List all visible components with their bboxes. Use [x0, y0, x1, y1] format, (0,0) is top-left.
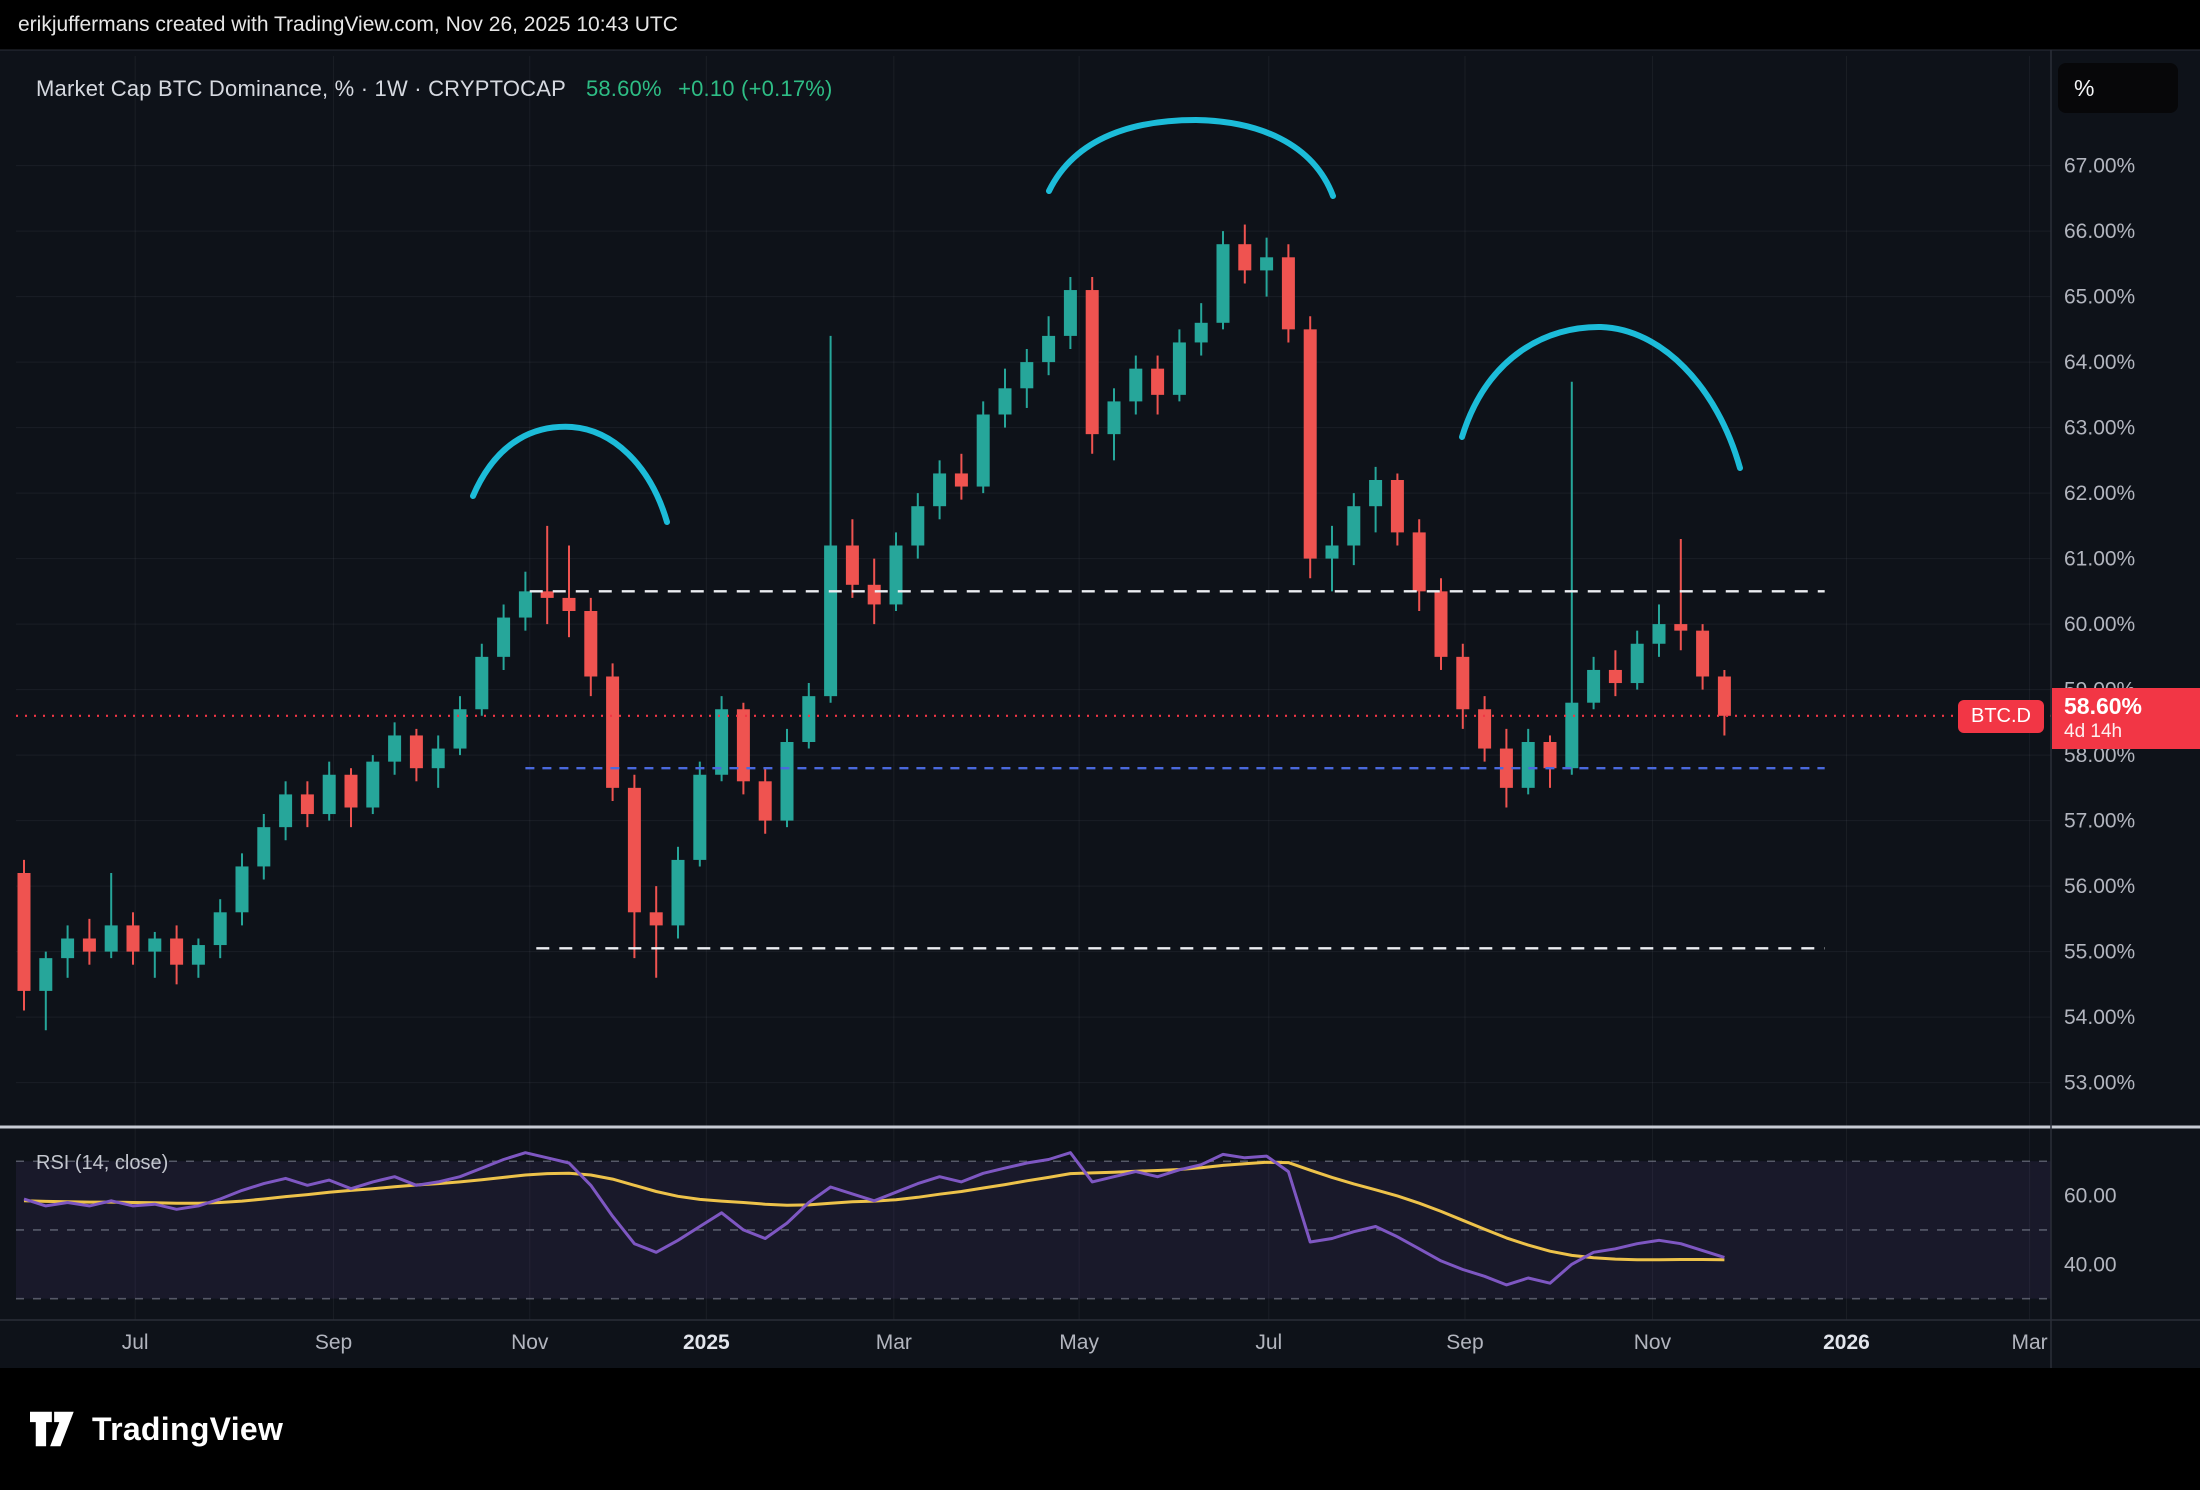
legend-last-price: 58.60%	[585, 76, 662, 101]
chart-background[interactable]	[0, 50, 2200, 1368]
symbol-badge-text: BTC.D	[1971, 705, 2031, 727]
svg-text:56.00%: 56.00%	[2064, 875, 2135, 898]
svg-text:58.00%: 58.00%	[2064, 744, 2135, 767]
svg-text:May: May	[1059, 1331, 1099, 1354]
svg-text:54.00%: 54.00%	[2064, 1006, 2135, 1029]
svg-text:2025: 2025	[683, 1331, 730, 1354]
price-axis-labels[interactable]: 67.00% 66.00% 65.00% 64.00% 63.00% 62.00% 61.0…	[2064, 155, 2135, 1277]
svg-text:Sep: Sep	[1446, 1331, 1483, 1354]
percent-mode-label: %	[2074, 74, 2095, 101]
svg-text:53.00%: 53.00%	[2064, 1072, 2135, 1095]
footer-bar: TradingView	[0, 1368, 2200, 1490]
candles-layer	[17, 224, 1731, 1031]
svg-text:40.00: 40.00	[2064, 1253, 2117, 1276]
svg-text:Jul: Jul	[122, 1331, 149, 1354]
svg-text:57.00%: 57.00%	[2064, 810, 2135, 833]
svg-text:65.00%: 65.00%	[2064, 286, 2135, 309]
badge-countdown: 4d 14h	[2064, 721, 2123, 742]
svg-text:60.00: 60.00	[2064, 1185, 2117, 1208]
svg-text:Mar: Mar	[2012, 1331, 2048, 1354]
svg-text:Nov: Nov	[1634, 1331, 1672, 1354]
svg-text:64.00%: 64.00%	[2064, 351, 2135, 374]
price-line-symbol-badge: BTC.D	[1958, 700, 2044, 733]
legend-price-change: +0.10 (+0.17%)	[678, 76, 833, 101]
svg-text:Nov: Nov	[511, 1331, 549, 1354]
last-price-axis-badge: 58.60% 4d 14h	[2052, 688, 2200, 749]
rsi-pane-layer	[16, 1151, 2051, 1300]
tradingview-logo-icon[interactable]	[30, 1411, 76, 1447]
symbol-title[interactable]: Market Cap BTC Dominance, % · 1W · CRYPT…	[36, 76, 566, 101]
svg-text:60.00%: 60.00%	[2064, 613, 2135, 636]
svg-text:62.00%: 62.00%	[2064, 482, 2135, 505]
arc-annotation-2[interactable]	[1046, 116, 1336, 199]
arc-annotation-1[interactable]	[470, 423, 670, 525]
attribution-bar: erikjuffermans created with TradingView.…	[0, 0, 2200, 50]
svg-text:63.00%: 63.00%	[2064, 417, 2135, 440]
time-axis-labels[interactable]: Jul Sep Nov 2025 Mar May Jul Sep Nov 2026 Mar	[122, 1331, 2048, 1354]
svg-text:Jul: Jul	[1255, 1331, 1282, 1354]
price-scale-mode-button[interactable]: %	[2058, 63, 2178, 113]
chart-legend[interactable]: Market Cap BTC Dominance, % · 1W · CRYPT…	[36, 76, 833, 102]
svg-text:66.00%: 66.00%	[2064, 220, 2135, 243]
level-lines-layer[interactable]	[16, 590, 2051, 950]
rsi-title: RSI (14, close)	[36, 1152, 169, 1174]
svg-text:Sep: Sep	[315, 1331, 352, 1354]
svg-text:Mar: Mar	[876, 1331, 912, 1354]
arc-annotation-3[interactable]	[1459, 323, 1743, 471]
rsi-indicator-legend[interactable]: RSI (14, close)	[36, 1152, 168, 1175]
svg-text:55.00%: 55.00%	[2064, 941, 2135, 964]
svg-text:2026: 2026	[1823, 1331, 1870, 1354]
svg-text:61.00%: 61.00%	[2064, 548, 2135, 571]
tradingview-brand-text[interactable]: TradingView	[92, 1410, 284, 1447]
grid-layer	[16, 56, 2051, 1320]
attribution-text: erikjuffermans created with TradingView.…	[18, 13, 678, 36]
badge-price: 58.60%	[2064, 693, 2143, 719]
drawing-arcs-layer[interactable]	[470, 116, 1743, 525]
svg-text:67.00%: 67.00%	[2064, 155, 2135, 178]
